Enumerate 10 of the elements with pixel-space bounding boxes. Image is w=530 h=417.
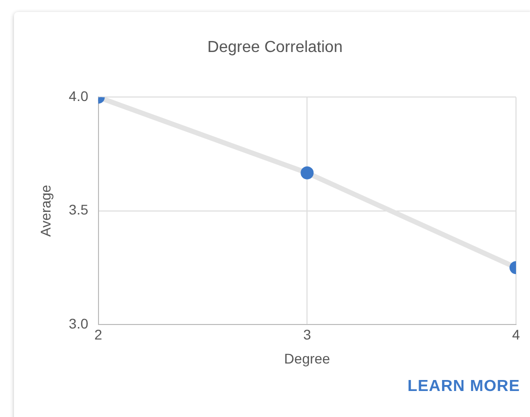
- y-tick-label: 3.5: [68, 202, 88, 218]
- text: LEARN MORE: [407, 378, 520, 396]
- chart-title: Degree Correlation: [207, 39, 343, 56]
- x-axis-title: Degree: [284, 350, 330, 366]
- x-tick-label: 2: [94, 326, 102, 343]
- y-axis-title: Average: [37, 184, 54, 237]
- y-tick-label: 3.0: [68, 315, 88, 332]
- y-tick-label: 4.0: [68, 88, 88, 104]
- x-tick-label: 4: [512, 326, 520, 343]
- x-tick-label: 3: [303, 326, 312, 343]
